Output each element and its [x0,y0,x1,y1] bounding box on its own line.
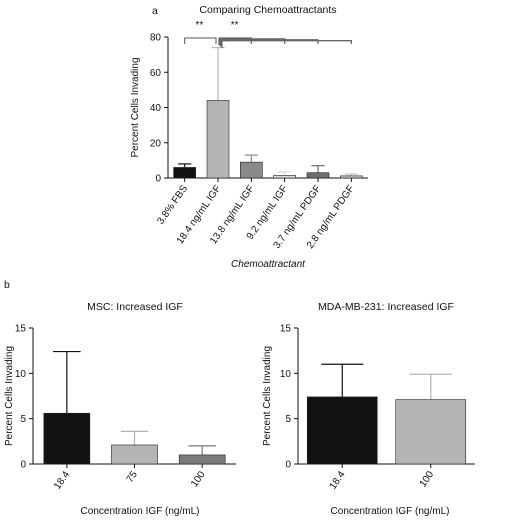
y-tick-label: 20 [150,138,162,149]
y-tick-label: 15 [15,324,27,335]
x-tick-label: 100 [189,469,208,489]
bar [178,454,226,465]
chart-title: MSC: Increased IGF [87,301,183,313]
bar [306,396,378,465]
y-tick-label: 15 [280,324,292,335]
y-tick-label: 80 [150,33,162,44]
significance-bracket [220,39,319,47]
x-tick-label: 18.4 [52,469,72,492]
y-tick-label: 0 [155,174,161,185]
chart-mda-increased-igf: MDA-MB-231: Increased IGF 0 5 10 15 Percent C… [262,301,475,517]
y-axis-label: Percent Cells Invading [262,346,273,446]
x-tick-label: 18.4 [328,469,348,492]
x-axis-label: Chemoattractant [231,259,306,270]
bar [395,399,467,465]
significance-marker: ** [231,20,239,31]
significance-marker: ** [195,20,203,31]
significance-bracket [219,38,286,46]
y-tick-label: 5 [20,414,26,425]
y-tick-label: 5 [285,414,291,425]
panel-label-b: b [4,279,10,291]
x-tick-label: 75 [125,469,141,485]
bar [273,175,296,179]
bar [111,444,158,465]
bar [43,412,91,465]
chart-comparing-chemoattractants: Comparing Chemoattractants 0 20 40 60 80 Perce… [130,4,368,270]
bar [240,161,263,179]
x-axis-label: Concentration IGF (ng/mL) [331,506,450,517]
x-tick-label: 100 [418,469,437,489]
x-tick-label: 3.8% FBS [155,183,190,226]
x-axis-label: Concentration IGF (ng/mL) [81,506,200,517]
y-tick-label: 0 [20,460,26,471]
y-tick-label: 10 [280,369,292,380]
y-axis-label: Percent Cells Invading [4,346,15,446]
y-tick-label: 40 [150,103,162,114]
bar [206,100,230,179]
chart-title: Comparing Chemoattractants [199,4,336,16]
y-tick-label: 0 [285,460,291,471]
panel-label-a: a [152,5,158,17]
significance-bracket [221,40,352,48]
y-axis-label: Percent Cells Invading [130,57,141,157]
bar [340,175,363,179]
y-tick-label: 10 [15,369,27,380]
chart-title: MDA-MB-231: Increased IGF [318,301,454,313]
significance-bracket [184,37,217,44]
bar [173,167,196,179]
bar [306,172,330,179]
y-tick-label: 60 [150,68,162,79]
